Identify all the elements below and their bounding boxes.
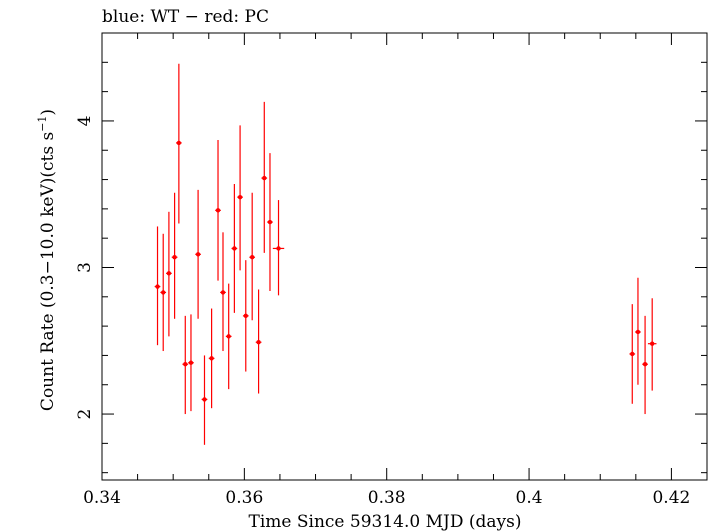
point-marker [161,290,166,295]
point-marker [220,290,226,295]
data-point [225,283,232,390]
data-point [171,192,178,319]
data-point [215,139,221,281]
data-point [182,315,189,415]
data-point [255,289,262,394]
y-tick-label: 3 [75,262,95,273]
data-point [176,63,182,224]
data-point [237,125,243,271]
data-point [635,277,641,385]
data-point [201,355,208,445]
y-tick-label: 2 [75,409,95,420]
point-marker [635,329,641,335]
chart-title: blue: WT − red: PC [102,7,269,27]
data-point [242,260,249,372]
point-marker [188,360,194,365]
point-marker [226,334,231,339]
data-point [261,101,268,253]
data-point [642,315,648,415]
data-point [166,211,172,337]
data-point [267,153,273,291]
point-marker [202,397,207,402]
point-marker [183,362,188,367]
point-marker [209,356,214,361]
point-marker [262,175,267,181]
point-marker [256,340,261,345]
y-axis-label-tail: ) [38,109,58,116]
point-marker [215,208,221,213]
plot-frame [101,32,708,481]
point-marker [237,194,243,200]
point-marker [172,255,177,260]
x-tick-label: 0.34 [83,488,121,508]
point-marker [232,246,237,251]
x-tick-label: 0.42 [652,488,690,508]
data-point [249,192,256,321]
point-marker [630,351,635,357]
data-point [231,183,238,313]
point-marker [155,284,160,289]
point-marker [642,362,648,367]
data-point [160,233,167,352]
data-point [208,308,215,409]
y-axis-label: Count Rate (0.3−10.0 keV)(cts s−1) [36,109,58,411]
point-marker [276,246,281,251]
y-axis: 2 3 4 [75,32,707,474]
data-point [195,189,201,319]
data-point [647,298,657,391]
y-axis-label-sup: −1 [36,116,49,132]
y-axis-label-main: Count Rate (0.3−10.0 keV)(cts s [38,132,58,411]
point-marker [166,271,172,276]
x-axis-label: Time Since 59314.0 MJD (days) [249,512,522,532]
data-point [629,304,636,404]
data-series [154,63,657,445]
x-axis: 0.34 0.36 0.38 0.4 0.42 [83,33,708,508]
x-tick-label: 0.38 [368,488,406,508]
point-marker [249,255,255,260]
point-marker [195,252,201,257]
data-point [272,200,285,296]
x-tick-label: 0.4 [516,488,543,508]
point-marker [243,313,248,319]
data-point [188,314,194,412]
data-point [220,232,226,352]
point-marker [176,140,182,146]
point-marker [267,219,273,225]
x-tick-label: 0.36 [225,488,263,508]
data-point [154,226,161,346]
y-tick-label: 4 [75,116,95,127]
point-marker [649,341,655,346]
